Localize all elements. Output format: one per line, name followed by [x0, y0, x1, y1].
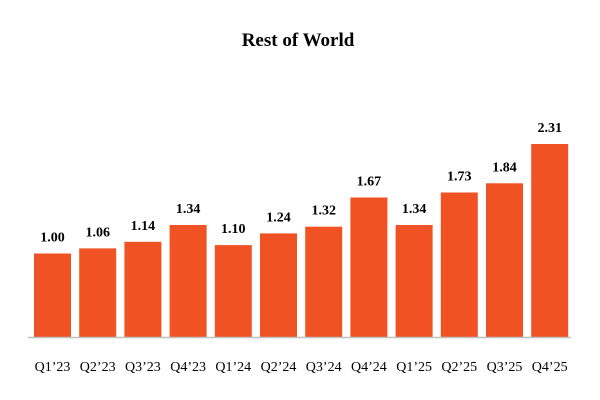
category-label-7: Q3’24	[306, 360, 342, 375]
bar-5	[214, 245, 252, 337]
bar-3	[124, 241, 162, 337]
bar-11	[486, 183, 523, 337]
value-labels: 1.00 1.06 1.14 1.34 1.10 1.24 1.32 1.67 1.34 1.73…	[40, 121, 562, 246]
category-label-10: Q2’25	[441, 360, 477, 375]
bar-6	[260, 233, 297, 337]
category-label-8: Q4’24	[351, 360, 387, 375]
value-label-4: 1.34	[176, 202, 201, 217]
bars	[34, 144, 569, 337]
value-label-2: 1.06	[85, 225, 110, 240]
category-label-12: Q4’25	[532, 360, 568, 375]
category-label-5: Q1’24	[215, 360, 251, 375]
bar-7	[305, 226, 343, 337]
value-label-12: 2.31	[537, 121, 562, 136]
value-label-11: 1.84	[492, 160, 517, 175]
bar-1	[34, 253, 71, 337]
bar-4	[169, 225, 207, 337]
bar-2	[79, 248, 117, 337]
value-label-9: 1.34	[402, 202, 427, 217]
category-label-1: Q1’23	[35, 360, 71, 375]
category-label-6: Q2’24	[261, 360, 297, 375]
value-label-8: 1.67	[357, 175, 382, 190]
category-label-9: Q1’25	[396, 360, 432, 375]
category-label-3: Q3’23	[125, 360, 161, 375]
value-label-7: 1.32	[311, 204, 336, 219]
bar-10	[440, 192, 478, 337]
category-label-2: Q2’23	[80, 360, 116, 375]
bar-8	[350, 197, 388, 337]
chart-title: Rest of World	[242, 30, 355, 51]
category-label-11: Q3’25	[487, 360, 523, 375]
value-label-6: 1.24	[266, 210, 291, 225]
category-labels: Q1’23 Q2’23 Q3’23 Q4’23 Q1’24 Q2’24 Q3’24 Q4’24…	[35, 360, 568, 375]
value-label-3: 1.14	[131, 219, 156, 234]
category-label-4: Q4’23	[170, 360, 206, 375]
value-label-10: 1.73	[447, 170, 472, 185]
bar-9	[395, 225, 433, 337]
value-label-5: 1.10	[221, 222, 246, 237]
bar-12	[531, 144, 569, 337]
value-label-1: 1.00	[40, 231, 65, 246]
